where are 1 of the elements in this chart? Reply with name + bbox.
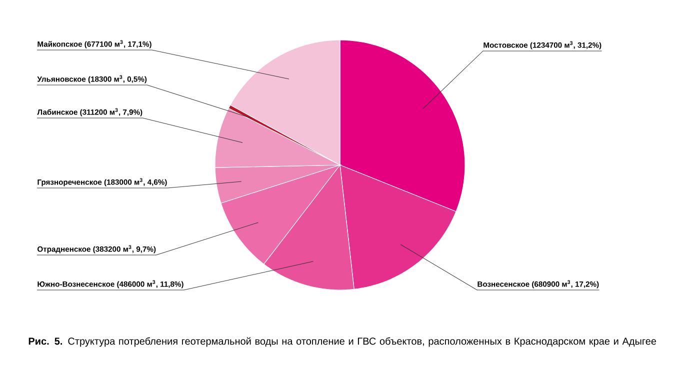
text: Рис. 5. Структура потребления геотермальной воды на отопление и ГВС объектов, расположенных в Краснодарском крае и Адыгее [28, 337, 656, 347]
